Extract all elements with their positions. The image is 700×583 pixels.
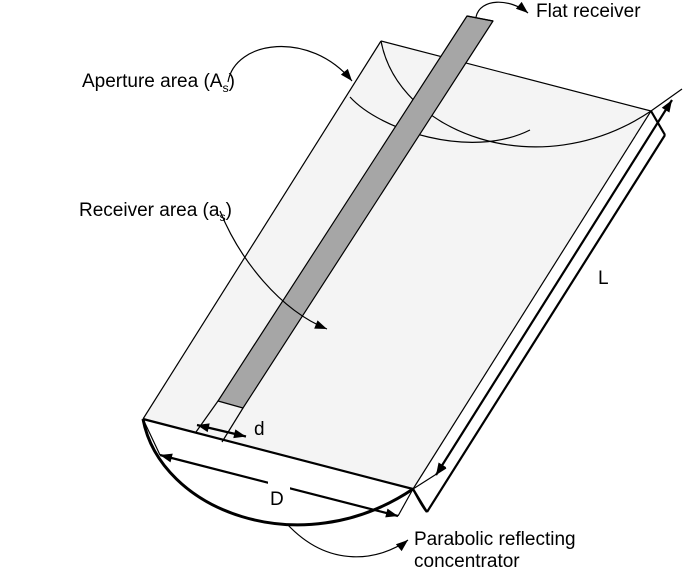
label-aperture-pre: Aperture area (A <box>82 71 222 92</box>
label-aperture-post: ) <box>229 71 235 92</box>
label-dim-d: d <box>254 419 265 441</box>
label-parabolic-concentrator: Parabolic reflecting concentrator <box>414 529 576 573</box>
label-aperture-area: Aperture area (As) <box>82 71 235 95</box>
diagram-parabolic-trough: Flat receiver Aperture area (As) Receive… <box>0 0 700 583</box>
label-dim-D: D <box>270 489 284 511</box>
label-recv-post: ) <box>226 200 232 221</box>
label-para-l1: Parabolic reflecting <box>414 529 576 550</box>
label-para-l2: concentrator <box>414 551 520 572</box>
label-flat-receiver: Flat receiver <box>536 1 641 23</box>
label-dim-L: L <box>598 268 609 290</box>
label-receiver-area: Receiver area (as) <box>79 200 232 224</box>
label-recv-pre: Receiver area (a <box>79 200 219 221</box>
